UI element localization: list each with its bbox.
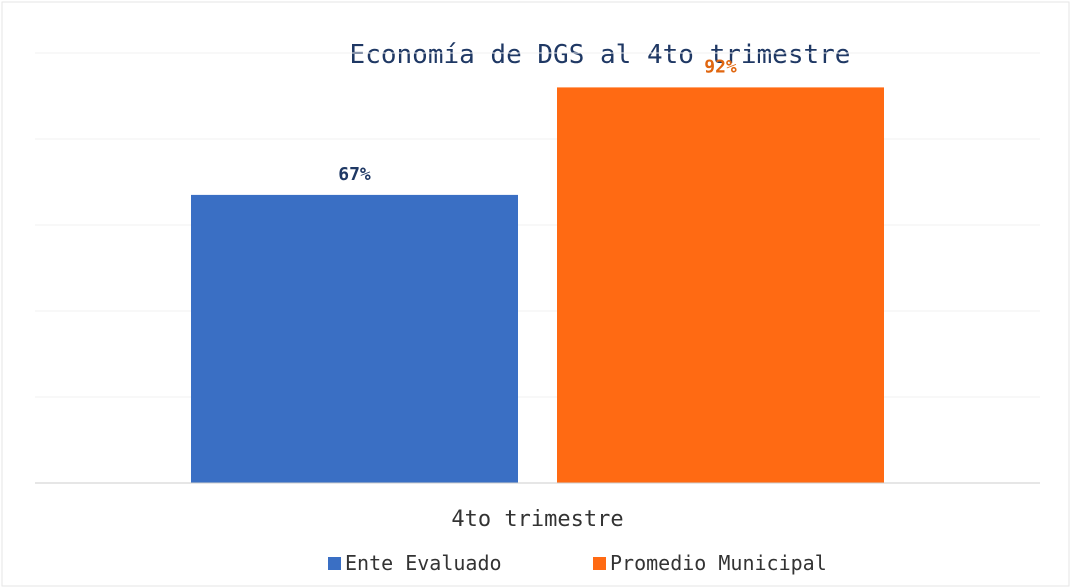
legend-item-ente-evaluado: Ente Evaluado [328,551,502,575]
legend-label: Promedio Municipal [610,551,827,575]
bar-promedio-municipal [557,87,884,484]
data-labels: 67% 92% [338,56,737,185]
legend-label: Ente Evaluado [345,551,502,575]
data-label-promedio-municipal: 92% [704,56,737,77]
bars [191,87,884,484]
x-tick-labels: 4to trimestre [451,507,623,532]
legend: Ente Evaluado Promedio Municipal [328,551,827,575]
legend-swatch [328,557,341,570]
bar-ente-evaluado [191,194,518,483]
legend-item-promedio-municipal: Promedio Municipal [593,551,827,575]
chart-title: Economía de DGS al 4to trimestre [350,40,851,70]
x-tick-label: 4to trimestre [451,507,623,532]
legend-swatch [593,557,606,570]
data-label-ente-evaluado: 67% [338,164,371,185]
